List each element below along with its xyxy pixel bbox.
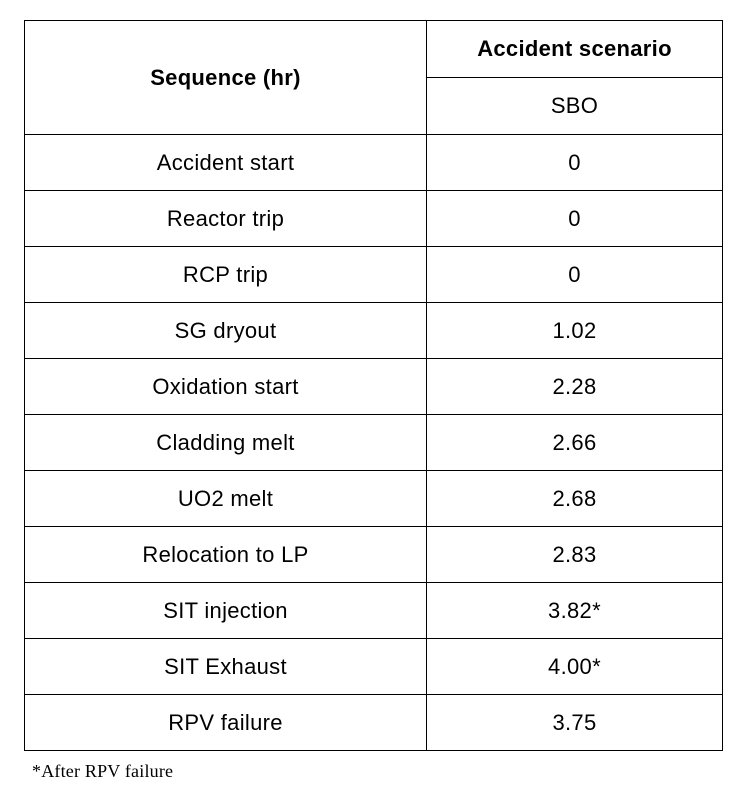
cell-sequence: Accident start bbox=[25, 135, 427, 191]
cell-value: 3.75 bbox=[427, 695, 723, 751]
cell-sequence: Reactor trip bbox=[25, 191, 427, 247]
accident-scenario-table: Sequence (hr) Accident scenario SBO Acci… bbox=[24, 20, 723, 751]
cell-sequence: Cladding melt bbox=[25, 415, 427, 471]
table-row: RCP trip 0 bbox=[25, 247, 723, 303]
table-row: UO2 melt 2.68 bbox=[25, 471, 723, 527]
table-row: Reactor trip 0 bbox=[25, 191, 723, 247]
table-row: SIT Exhaust 4.00* bbox=[25, 639, 723, 695]
column-header-scenario-top: Accident scenario bbox=[427, 21, 723, 78]
cell-sequence: RCP trip bbox=[25, 247, 427, 303]
cell-value: 2.68 bbox=[427, 471, 723, 527]
cell-sequence: RPV failure bbox=[25, 695, 427, 751]
table-row: Relocation to LP 2.83 bbox=[25, 527, 723, 583]
cell-value: 2.28 bbox=[427, 359, 723, 415]
table-row: SG dryout 1.02 bbox=[25, 303, 723, 359]
cell-value: 0 bbox=[427, 247, 723, 303]
table-row: SIT injection 3.82* bbox=[25, 583, 723, 639]
cell-value: 2.83 bbox=[427, 527, 723, 583]
cell-value: 3.82* bbox=[427, 583, 723, 639]
cell-sequence: Relocation to LP bbox=[25, 527, 427, 583]
cell-value: 2.66 bbox=[427, 415, 723, 471]
cell-sequence: SIT injection bbox=[25, 583, 427, 639]
table-row: Oxidation start 2.28 bbox=[25, 359, 723, 415]
table-row: Cladding melt 2.66 bbox=[25, 415, 723, 471]
cell-sequence: Oxidation start bbox=[25, 359, 427, 415]
cell-sequence: UO2 melt bbox=[25, 471, 427, 527]
cell-value: 0 bbox=[427, 135, 723, 191]
cell-value: 0 bbox=[427, 191, 723, 247]
cell-sequence: SIT Exhaust bbox=[25, 639, 427, 695]
table-row: Accident start 0 bbox=[25, 135, 723, 191]
cell-value: 1.02 bbox=[427, 303, 723, 359]
column-header-scenario-bottom: SBO bbox=[427, 78, 723, 135]
cell-value: 4.00* bbox=[427, 639, 723, 695]
column-header-sequence: Sequence (hr) bbox=[25, 21, 427, 135]
footnote: *After RPV failure bbox=[24, 761, 722, 782]
cell-sequence: SG dryout bbox=[25, 303, 427, 359]
table-row: RPV failure 3.75 bbox=[25, 695, 723, 751]
